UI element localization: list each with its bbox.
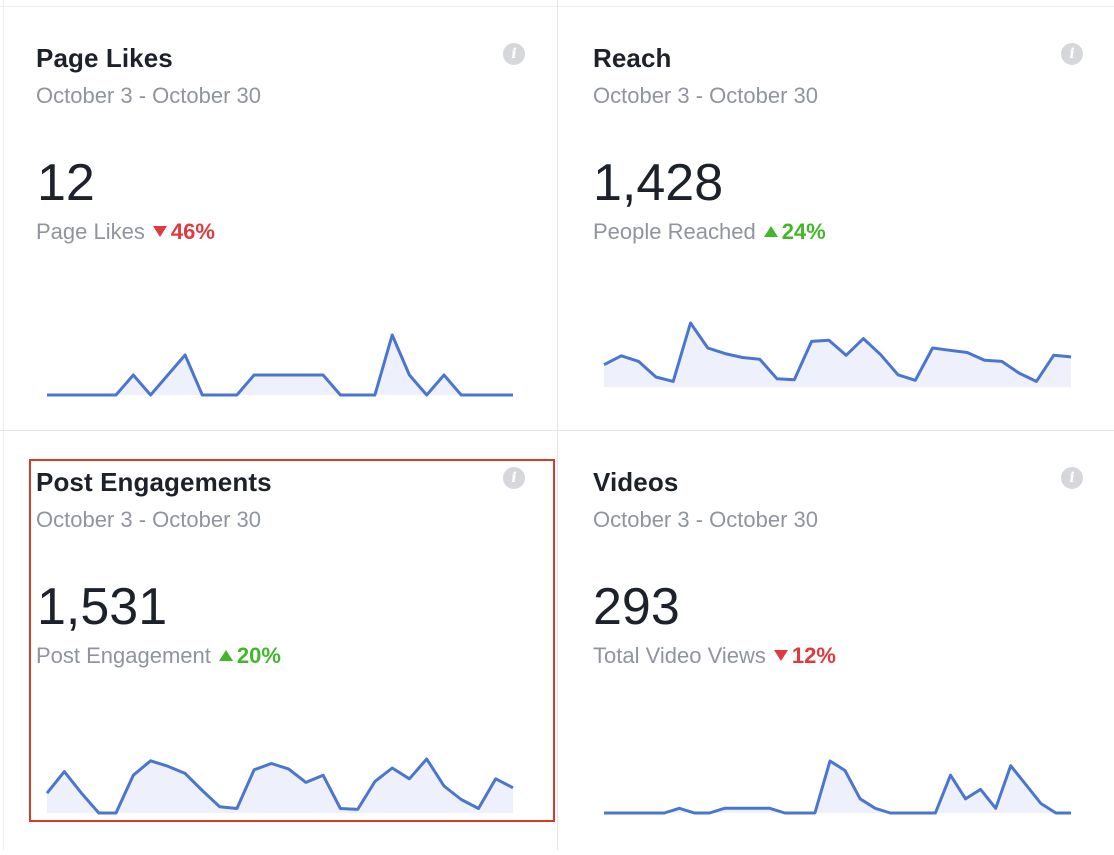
card-metric: Page Likes 46% bbox=[36, 219, 215, 245]
card-value: 1,428 bbox=[593, 154, 724, 212]
card-value: 12 bbox=[37, 154, 95, 212]
card-title[interactable]: Reach bbox=[593, 43, 672, 73]
info-icon[interactable]: i bbox=[503, 43, 525, 65]
info-icon[interactable]: i bbox=[1061, 43, 1083, 65]
card-videos[interactable]: Videos i October 3 - October 30 293 Tota… bbox=[558, 431, 1114, 855]
change-percent: 20% bbox=[236, 643, 281, 668]
card-post-engagements[interactable]: Post Engagements i October 3 - October 3… bbox=[0, 431, 557, 855]
trend-up-icon bbox=[218, 649, 233, 661]
card-title[interactable]: Page Likes bbox=[36, 43, 173, 73]
card-date-range: October 3 - October 30 bbox=[36, 507, 261, 532]
sparkline-line bbox=[47, 333, 513, 397]
divider bbox=[557, 0, 558, 850]
sparkline-area bbox=[47, 335, 513, 395]
info-icon[interactable]: i bbox=[1061, 467, 1083, 489]
trend-up-icon bbox=[763, 225, 778, 237]
sparkline-area bbox=[604, 761, 1071, 813]
card-value: 1,531 bbox=[37, 578, 168, 636]
card-metric: People Reached 24% bbox=[593, 219, 826, 245]
sparkline-area bbox=[47, 759, 513, 813]
metric-label: Total Video Views bbox=[593, 643, 766, 668]
card-page-likes[interactable]: Page Likes i October 3 - October 30 12 P… bbox=[0, 7, 557, 431]
card-date-range: October 3 - October 30 bbox=[36, 83, 261, 108]
metric-label: Page Likes bbox=[36, 219, 145, 244]
card-title[interactable]: Videos bbox=[593, 467, 679, 497]
metric-label: Post Engagement bbox=[36, 643, 211, 668]
change-percent: 12% bbox=[791, 643, 836, 668]
card-metric: Total Video Views 12% bbox=[593, 643, 836, 669]
divider bbox=[0, 430, 1114, 431]
change-percent: 46% bbox=[170, 219, 215, 244]
card-title[interactable]: Post Engagements bbox=[36, 467, 272, 497]
card-date-range: October 3 - October 30 bbox=[593, 83, 818, 108]
card-date-range: October 3 - October 30 bbox=[593, 507, 818, 532]
trend-down-icon bbox=[152, 225, 167, 237]
divider bbox=[3, 0, 4, 850]
card-reach[interactable]: Reach i October 3 - October 30 1,428 Peo… bbox=[558, 7, 1114, 431]
sparkline-line bbox=[45, 757, 514, 815]
sparkline-area bbox=[604, 323, 1071, 387]
card-value: 293 bbox=[593, 578, 680, 636]
card-metric: Post Engagement 20% bbox=[36, 643, 281, 669]
info-icon[interactable]: i bbox=[503, 467, 525, 489]
metric-label: People Reached bbox=[593, 219, 756, 244]
trend-down-icon bbox=[773, 649, 788, 661]
change-percent: 24% bbox=[781, 219, 826, 244]
sparkline-line bbox=[603, 321, 1072, 383]
sparkline-line bbox=[604, 759, 1071, 815]
